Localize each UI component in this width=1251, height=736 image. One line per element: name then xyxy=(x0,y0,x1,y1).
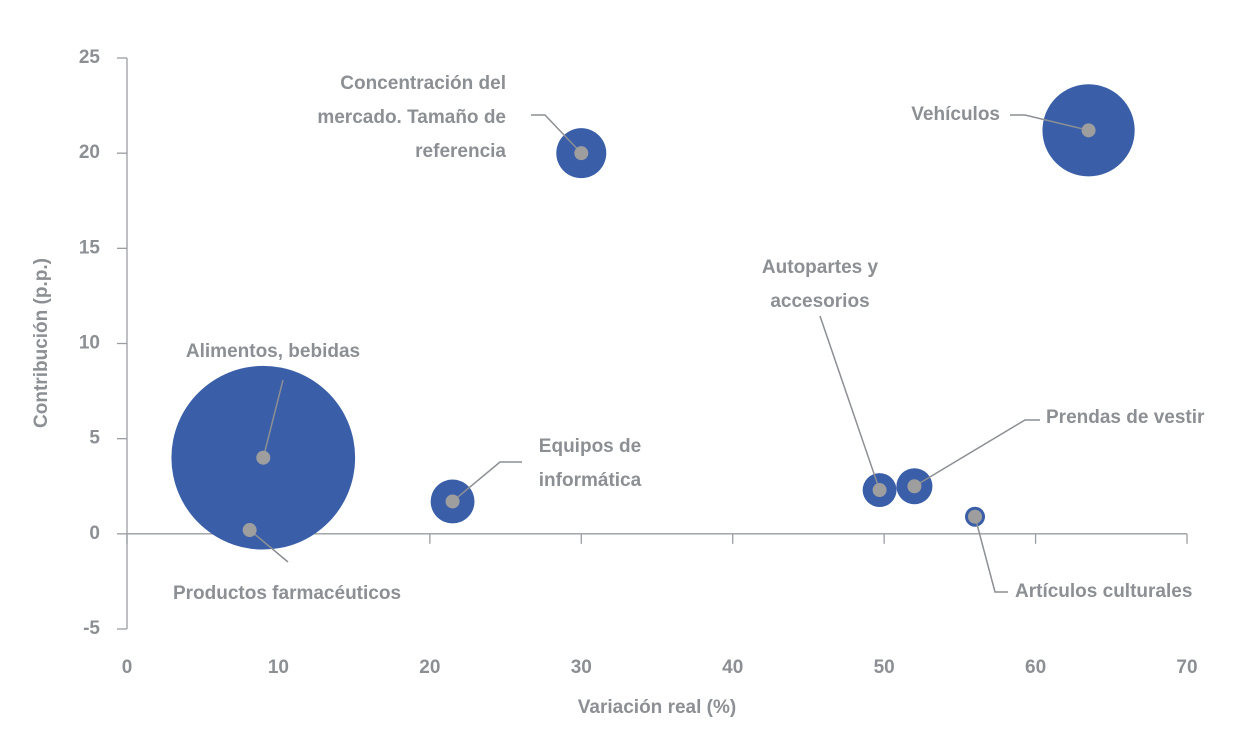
x-tick-label: 0 xyxy=(122,657,133,678)
point-marker xyxy=(574,146,589,161)
leader-line xyxy=(819,315,881,491)
point-label: informática xyxy=(539,470,642,491)
y-tick-label: 25 xyxy=(79,47,101,68)
point-marker xyxy=(242,523,257,538)
point-label: mercado. Tamaño de xyxy=(317,107,506,128)
x-tick-label: 40 xyxy=(722,657,743,678)
point-label: Prendas de vestir xyxy=(1046,407,1205,428)
point-marker xyxy=(256,450,271,465)
y-axis-title: Contribución (p.p.) xyxy=(31,258,52,428)
point-label: Autopartes y xyxy=(762,257,879,278)
point-marker xyxy=(968,509,982,524)
point-marker xyxy=(872,483,887,498)
point-label: Vehículos xyxy=(911,104,1000,125)
x-axis-title: Variación real (%) xyxy=(578,697,736,718)
point-marker xyxy=(1081,123,1096,138)
y-tick-label: -5 xyxy=(83,618,100,639)
x-tick-label: 50 xyxy=(874,657,895,678)
y-tick-label: 15 xyxy=(79,237,101,258)
point-label: Artículos culturales xyxy=(1015,581,1192,602)
x-tick-label: 10 xyxy=(268,657,289,678)
leader-line xyxy=(531,114,582,154)
leader-line xyxy=(249,529,289,563)
point-label: Concentración del xyxy=(340,73,506,94)
point-label: accesorios xyxy=(770,291,869,312)
y-tick-label: 10 xyxy=(79,333,100,354)
y-tick-label: 20 xyxy=(79,142,100,163)
point-label: referencia xyxy=(415,141,506,162)
point-marker xyxy=(907,479,922,494)
point-label: Productos farmacéuticos xyxy=(173,583,401,604)
y-tick-label: 5 xyxy=(89,428,100,449)
leader-line xyxy=(914,419,1040,487)
leader-line xyxy=(452,461,522,503)
x-tick-label: 60 xyxy=(1025,657,1046,678)
x-tick-label: 20 xyxy=(419,657,440,678)
leader-line xyxy=(1010,114,1089,132)
point-label: Equipos de xyxy=(539,436,641,457)
x-tick-label: 30 xyxy=(571,657,592,678)
point-marker xyxy=(445,494,460,509)
leader-line xyxy=(262,379,284,458)
y-tick-label: 0 xyxy=(89,523,100,544)
x-tick-label: 70 xyxy=(1176,657,1197,678)
leader-line xyxy=(974,516,1008,593)
point-label: Alimentos, bebidas xyxy=(186,341,360,362)
